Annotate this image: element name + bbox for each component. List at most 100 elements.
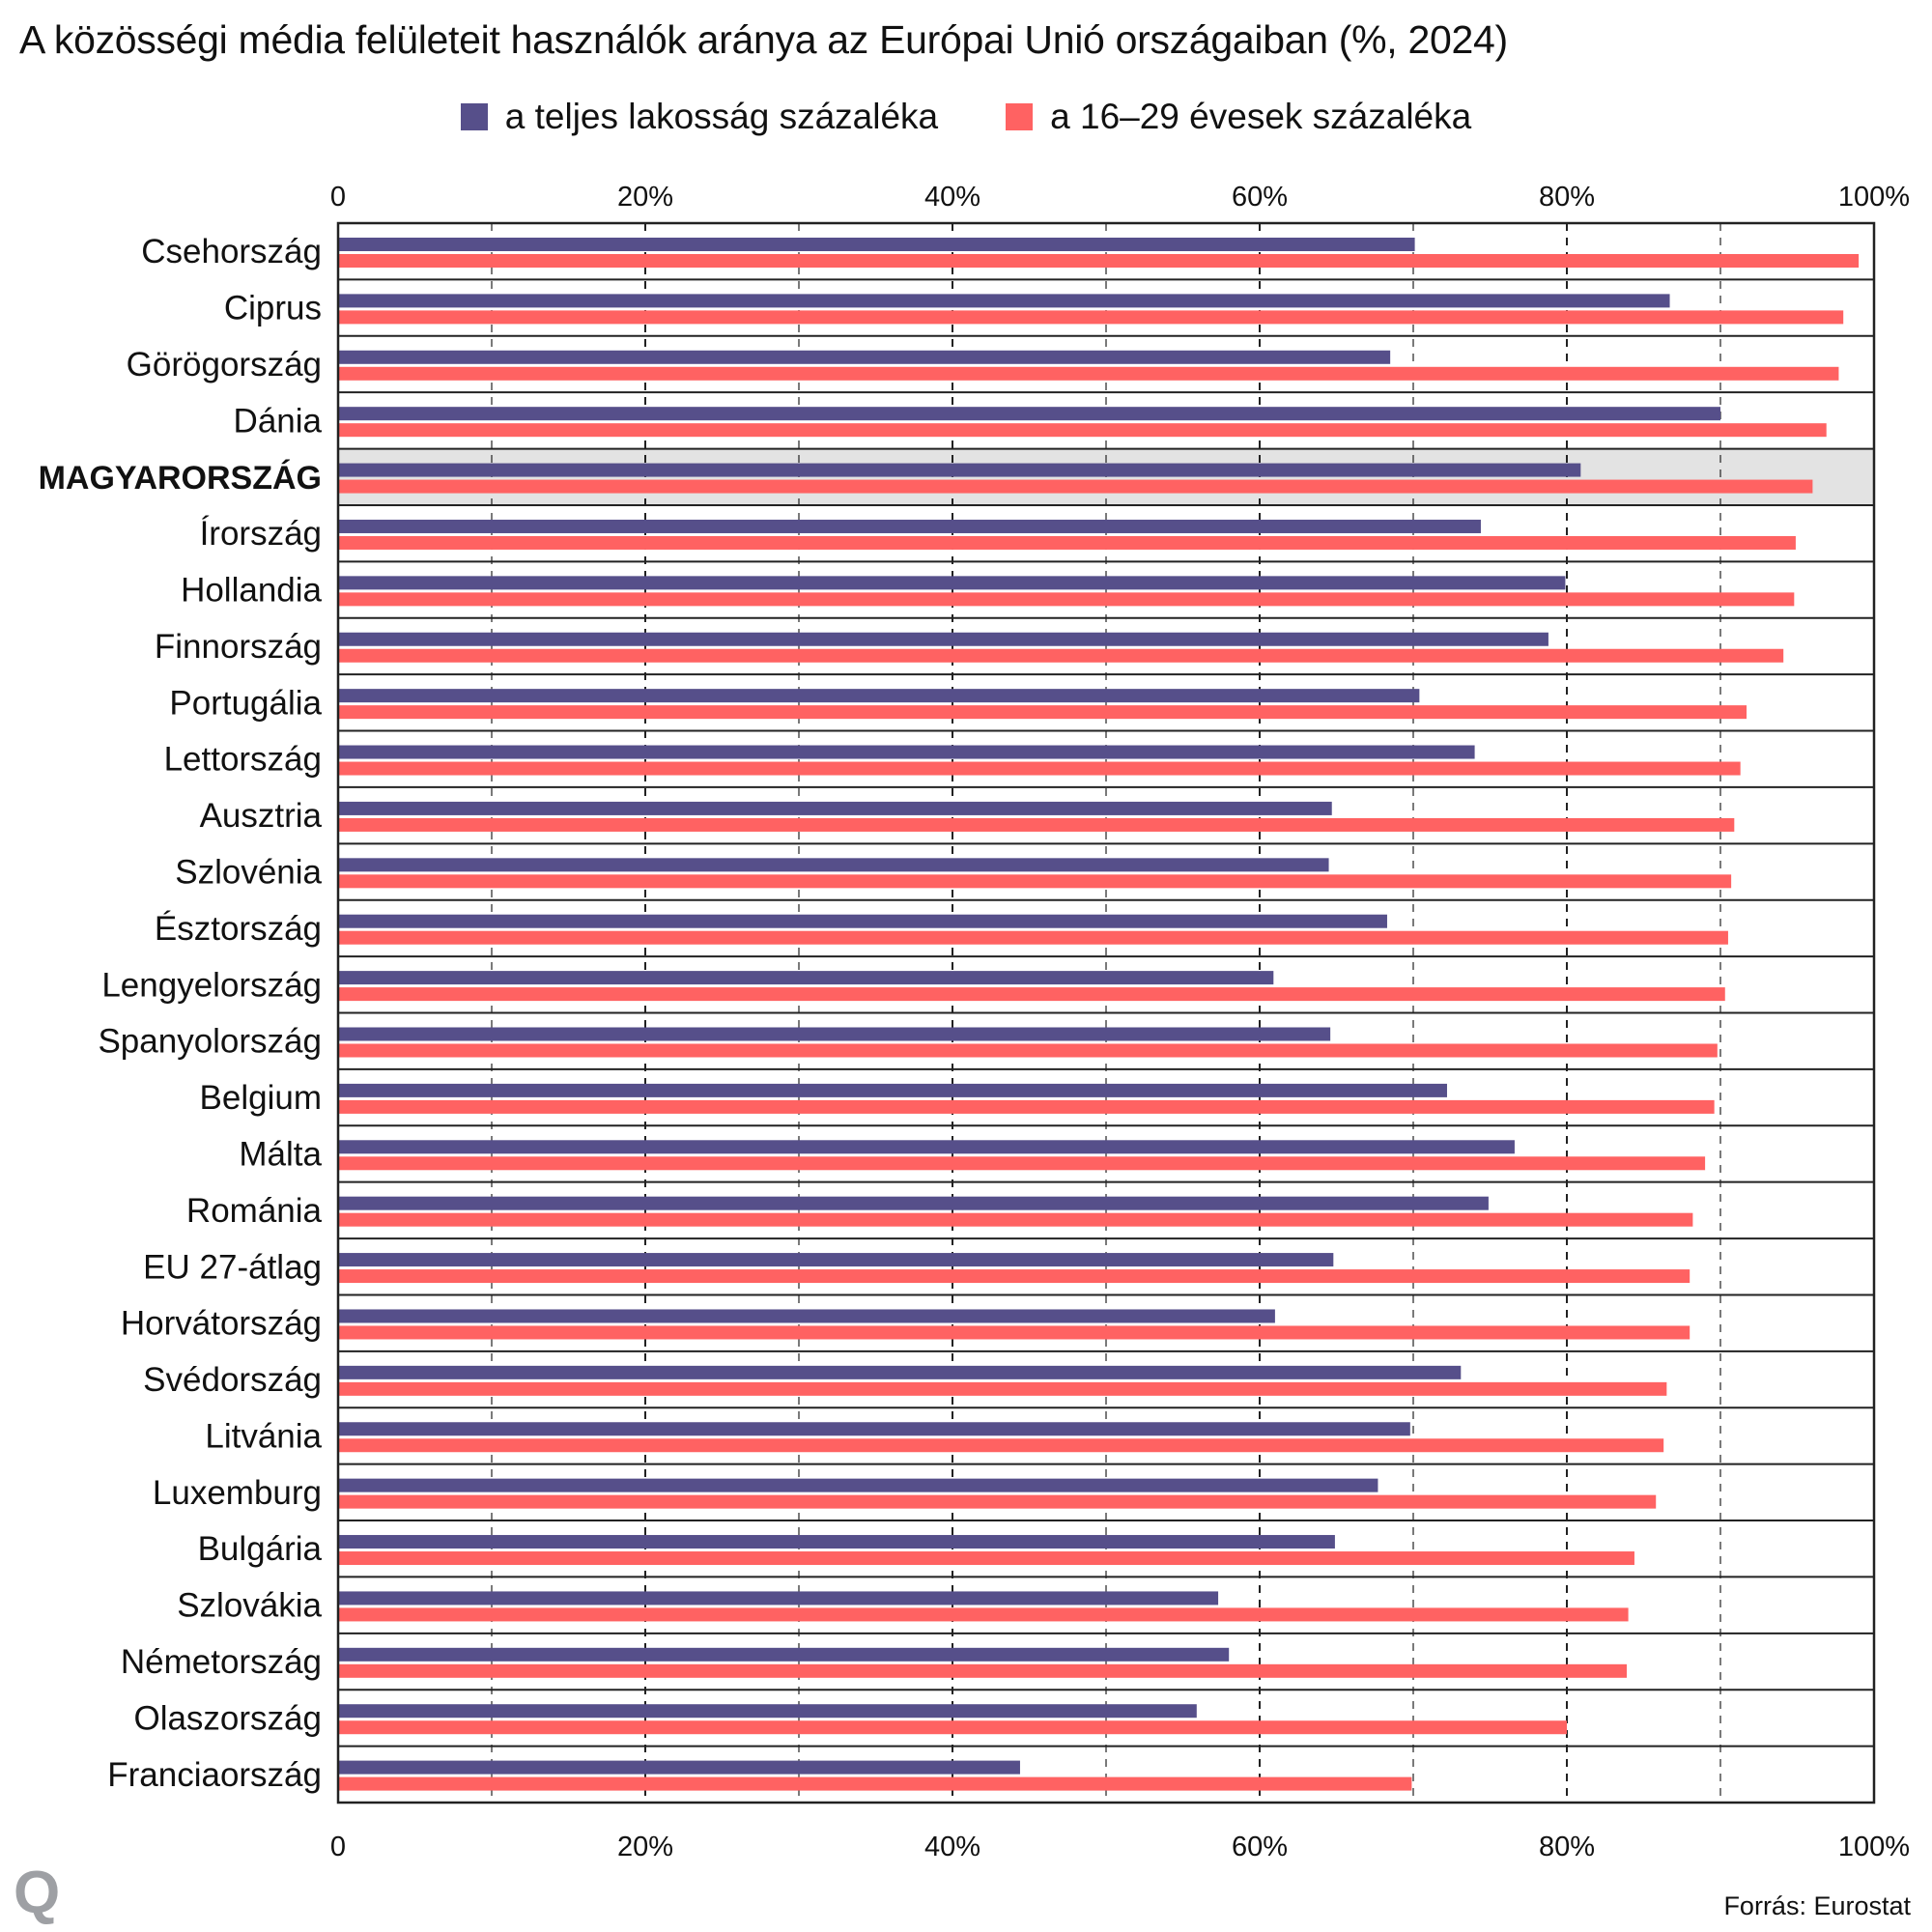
category-label: Portugália [169,684,322,722]
category-label: Németország [121,1643,322,1681]
bar-total [338,238,1415,251]
bar-youth [338,1269,1690,1284]
category-label: Horvátország [121,1305,322,1343]
category-label: Hollandia [181,572,322,610]
bar-youth [338,592,1795,607]
bar-total [338,971,1274,985]
legend: a teljes lakosság százaléka a 16–29 éves… [0,97,1932,137]
category-label: Franciaország [107,1756,322,1794]
bar-total [338,1591,1219,1605]
bar-total [338,858,1329,872]
bar-youth [338,1663,1628,1678]
bar-youth [338,1720,1567,1735]
bar-youth [338,1551,1634,1566]
bar-youth [338,874,1732,889]
bar-youth [338,648,1784,663]
category-label: Luxemburg [153,1474,322,1512]
bar-total [338,1140,1515,1154]
bar-youth [338,423,1827,438]
bar-total [338,1422,1410,1436]
category-label: Észtország [155,910,322,948]
bar-total [338,1760,1020,1775]
bar-total [338,1253,1334,1267]
x-tick-label-bottom: 0 [330,1832,346,1862]
bar-total [338,914,1387,928]
bar-youth [338,1212,1693,1227]
bar-total [338,1027,1331,1041]
x-tick-label-top: 100% [1838,182,1910,213]
category-label: Dánia [234,402,323,440]
bar-total [338,1365,1462,1379]
x-tick-label-bottom: 80% [1539,1832,1595,1862]
bar-youth [338,761,1741,776]
category-label: Finnország [155,628,322,666]
legend-item-total: a teljes lakosság százaléka [460,97,939,137]
category-label: Spanyolország [98,1023,322,1061]
bar-total [338,1535,1335,1549]
bar-youth [338,254,1860,268]
source-note: Forrás: Eurostat [1723,1891,1911,1920]
bar-total [338,1309,1275,1323]
bar-youth [338,310,1844,325]
legend-swatch-youth [1006,103,1034,130]
category-label: Görögország [127,346,322,384]
category-label: Lengyelország [101,966,322,1004]
x-tick-label-bottom: 100% [1838,1832,1910,1862]
x-tick-label-top: 20% [617,182,673,213]
x-tick-label-bottom: 40% [924,1832,980,1862]
bar-youth [338,705,1747,720]
bar-total [338,689,1420,703]
publisher-logo: Q [14,1860,61,1926]
category-label: Bulgária [198,1530,323,1568]
category-label: Belgium [200,1079,322,1117]
bar-total [338,1083,1447,1097]
bar-youth [338,366,1839,381]
bar-youth [338,1438,1664,1453]
bar-total [338,576,1566,590]
plot-frame [336,221,1876,1804]
category-label: Szlovénia [175,854,322,892]
bar-total [338,801,1332,815]
category-label: Románia [186,1192,323,1230]
bar-youth [338,987,1725,1002]
category-label: Szlovákia [177,1587,322,1625]
bar-youth [338,930,1728,945]
bar-youth [338,1381,1667,1396]
legend-item-youth: a 16–29 évesek százaléka [1006,97,1471,137]
x-tick-label-bottom: 20% [617,1832,673,1862]
bar-youth [338,1156,1706,1171]
x-tick-label-top: 40% [924,182,980,213]
x-tick-label-top: 80% [1539,182,1595,213]
bar-youth [338,1043,1718,1058]
bar-total [338,1647,1230,1662]
bar-total [338,1704,1197,1719]
bar-youth [338,1776,1412,1791]
bar-total [338,632,1548,646]
category-label: MAGYARORSZÁG [39,460,322,497]
bar-youth [338,479,1813,494]
category-label: EU 27-átlag [143,1248,322,1286]
legend-label-total: a teljes lakosság százaléka [504,97,939,136]
bar-total [338,407,1720,421]
category-label: Olaszország [133,1699,322,1737]
x-tick-label-bottom: 60% [1232,1832,1288,1862]
bar-total [338,350,1391,364]
chart-title: A közösségi média felületeit használók a… [19,17,1508,62]
bar-youth [338,1607,1629,1622]
bar-total [338,463,1581,477]
category-label: Litvánia [205,1417,322,1455]
legend-swatch-total [460,103,488,130]
x-tick-label-top: 60% [1232,182,1288,213]
legend-label-youth: a 16–29 évesek százaléka [1050,97,1472,136]
category-label: Málta [239,1135,322,1173]
bar-youth [338,535,1796,550]
bar-youth [338,1325,1690,1340]
bar-total [338,519,1481,533]
category-label: Írország [200,515,322,553]
bar-youth [338,1099,1715,1114]
bar-total [338,1196,1489,1210]
category-label: Csehország [141,233,322,270]
bar-total [338,1478,1378,1492]
category-label: Svédország [143,1361,322,1399]
